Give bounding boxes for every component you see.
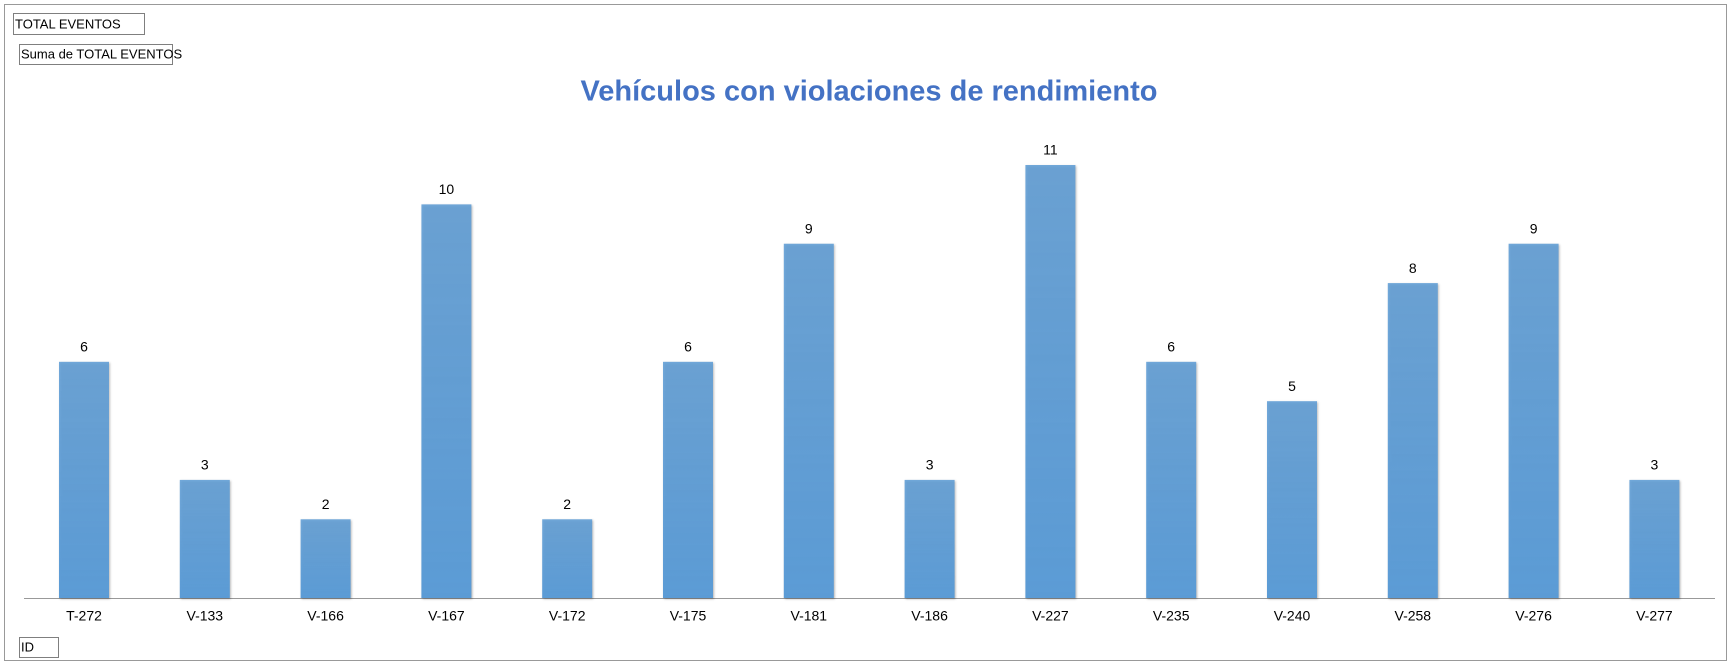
data-label: 6 — [80, 339, 88, 355]
bar — [1629, 479, 1680, 598]
bar — [1508, 243, 1559, 598]
x-tick-label: V-227 — [1032, 608, 1069, 624]
x-tick-label: T-272 — [66, 608, 102, 624]
axis-button-label[interactable]: ID — [21, 639, 34, 654]
bar — [542, 519, 593, 598]
x-tick-label: V-276 — [1515, 608, 1552, 624]
x-tick-label: V-172 — [549, 608, 586, 624]
filter-button[interactable] — [13, 13, 145, 35]
bar — [904, 479, 955, 598]
bar — [1267, 401, 1317, 598]
x-tick-label: V-175 — [670, 608, 707, 624]
data-label: 8 — [1409, 260, 1417, 276]
axis-button[interactable] — [19, 637, 59, 658]
x-tick-label: V-181 — [791, 608, 828, 624]
x-tick-label: V-258 — [1395, 608, 1432, 624]
values-button[interactable] — [19, 44, 173, 65]
bar — [1387, 283, 1438, 598]
data-label: 9 — [805, 220, 813, 236]
bar — [179, 479, 230, 598]
data-label: 2 — [563, 496, 571, 512]
data-label: 6 — [1167, 339, 1175, 355]
x-tick-label: V-167 — [428, 608, 465, 624]
bar — [59, 361, 109, 598]
data-label: 10 — [439, 181, 455, 197]
data-label: 3 — [201, 457, 209, 473]
data-label: 9 — [1530, 220, 1538, 236]
data-label: 3 — [1651, 457, 1659, 473]
data-label: 11 — [1043, 142, 1058, 158]
chart-title: Vehículos con violaciones de rendimiento — [581, 76, 1158, 108]
data-label: 5 — [1288, 378, 1296, 394]
x-tick-label: V-235 — [1153, 608, 1190, 624]
bar — [300, 519, 351, 598]
x-tick-label: V-166 — [307, 608, 344, 624]
data-label: 2 — [322, 496, 330, 512]
x-tick-label: V-186 — [911, 608, 948, 624]
data-label: 6 — [684, 339, 692, 355]
bar — [1025, 165, 1076, 598]
values-button-label[interactable]: Suma de TOTAL EVENTOS — [21, 46, 182, 61]
bar — [1146, 361, 1197, 598]
bar — [421, 204, 472, 598]
data-label: 3 — [926, 457, 934, 473]
x-tick-label: V-277 — [1636, 608, 1673, 624]
bar — [663, 361, 713, 598]
chart-border — [4, 4, 1727, 661]
bar — [783, 243, 834, 598]
filter-button-label[interactable]: TOTAL EVENTOS — [15, 16, 121, 31]
x-tick-label: V-240 — [1274, 608, 1311, 624]
x-tick-label: V-133 — [187, 608, 224, 624]
